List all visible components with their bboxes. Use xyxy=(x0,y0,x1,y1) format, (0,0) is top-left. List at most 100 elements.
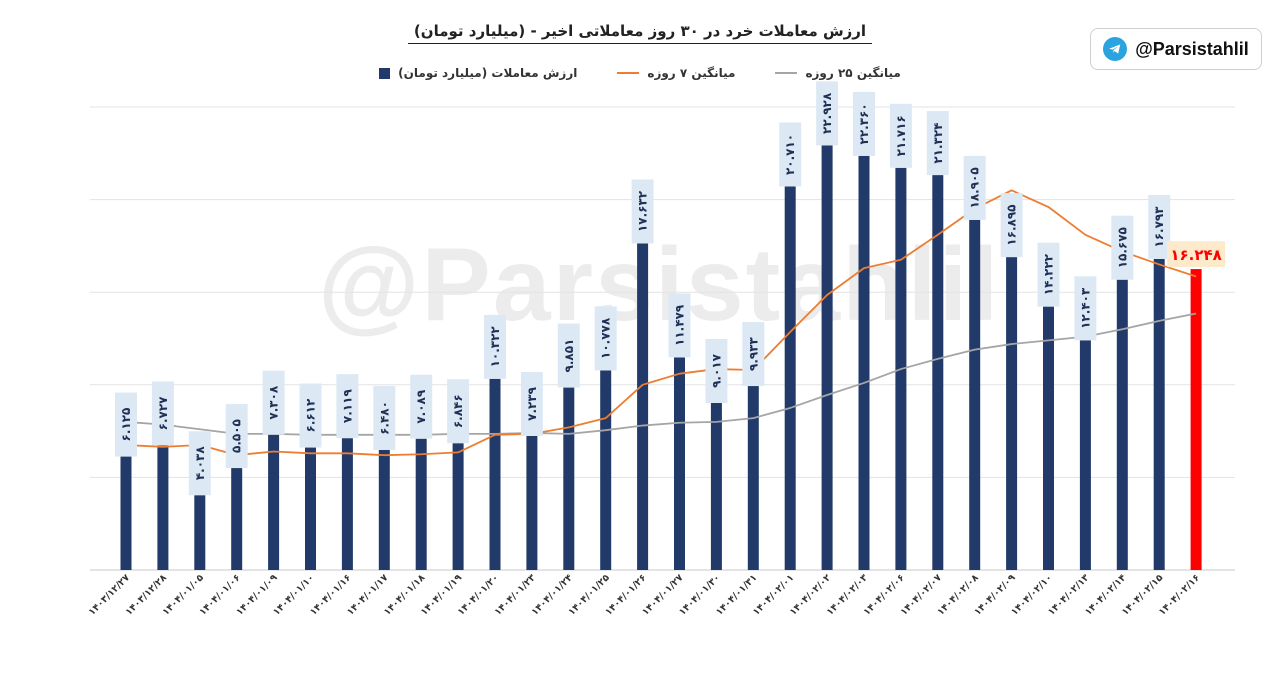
series-line-avg25 xyxy=(125,312,1197,436)
data-label-bg xyxy=(705,339,728,404)
data-label-bg xyxy=(1000,193,1023,258)
data-label-bg xyxy=(926,111,949,176)
data-label: ۱۰.۷۷۸ xyxy=(599,317,613,359)
bar xyxy=(600,370,612,570)
bar xyxy=(563,387,575,570)
bar xyxy=(305,447,316,570)
data-label: ۱۶.۸۹۵ xyxy=(1005,205,1019,246)
data-label-bg xyxy=(779,122,802,187)
data-label-bg xyxy=(115,392,137,457)
bar xyxy=(1043,306,1054,570)
data-label: ۲۲.۹۲۸ xyxy=(820,92,834,134)
bar xyxy=(452,443,464,570)
bar xyxy=(1006,257,1018,570)
bar xyxy=(821,145,833,570)
data-label: ۶.۶۱۲ xyxy=(304,398,318,433)
bar xyxy=(415,438,427,570)
data-label: ۴.۰۳۸ xyxy=(193,446,207,481)
bar xyxy=(969,219,981,570)
bar xyxy=(674,357,685,570)
data-label: ۹.۹۳۳ xyxy=(746,336,760,371)
legend-item-value: ارزش معاملات (میلیارد تومان) xyxy=(379,66,577,80)
data-label-bg xyxy=(299,383,322,448)
legend-label-value: ارزش معاملات (میلیارد تومان) xyxy=(398,66,578,80)
telegram-handle-badge[interactable]: @Parsistahlil xyxy=(1090,28,1262,70)
bar xyxy=(784,186,796,570)
data-label-bg xyxy=(557,323,580,388)
bar xyxy=(1116,279,1128,570)
data-label: ۱۶.۷۹۳ xyxy=(1152,206,1166,248)
data-label-bg xyxy=(631,179,654,244)
legend-swatch-avg7 xyxy=(617,72,640,74)
data-label: ۶.۸۴۶ xyxy=(451,394,465,428)
data-label: ۱۸.۹۰۵ xyxy=(968,167,982,208)
data-label: ۱۱.۴۷۹ xyxy=(673,304,687,346)
data-label-bg xyxy=(889,103,912,168)
bar xyxy=(858,155,870,570)
bar xyxy=(1079,340,1091,570)
data-label: ۲۱.۳۲۴ xyxy=(931,122,945,163)
data-label-bg xyxy=(520,371,543,436)
data-label-bg xyxy=(373,385,396,450)
data-label-bg xyxy=(225,404,248,469)
legend-swatch-avg25 xyxy=(775,72,798,74)
watermark: @Parsistahlil xyxy=(318,227,1001,343)
bar xyxy=(157,445,169,570)
bar xyxy=(932,175,944,570)
data-label: ۱۷.۶۳۲ xyxy=(636,190,650,232)
data-label-bg xyxy=(853,91,875,156)
legend-item-avg7: میانگین ۷ روزه xyxy=(617,66,735,80)
chart-title: ارزش معاملات خرد در ۳۰ روز معاملاتی اخیر… xyxy=(0,22,1280,44)
data-label: ۱۵.۶۷۵ xyxy=(1115,227,1129,268)
telegram-handle-text: @Parsistahlil xyxy=(1135,38,1249,59)
data-label-bg xyxy=(1148,194,1171,259)
bar xyxy=(194,495,206,570)
legend: ارزش معاملات (میلیارد تومان) میانگین ۷ ر… xyxy=(0,66,1280,80)
data-label: ۱۲.۴۰۳ xyxy=(1078,287,1092,329)
data-label: ۷.۳۰۸ xyxy=(267,385,281,420)
series-line-avg7 xyxy=(125,189,1197,457)
data-label-bg xyxy=(1167,241,1226,268)
data-label: ۵.۵۰۵ xyxy=(230,419,244,453)
data-label: ۱۴.۲۲۲ xyxy=(1042,253,1056,295)
bar xyxy=(268,434,280,570)
bar xyxy=(378,449,390,570)
data-label-bg xyxy=(336,374,359,439)
bar xyxy=(120,456,132,570)
data-label: ۶.۱۲۵ xyxy=(119,408,133,442)
data-label: ۹.۰۱۷ xyxy=(709,353,723,388)
bar xyxy=(526,435,538,570)
legend-label-avg7: میانگین ۷ روزه xyxy=(647,66,736,80)
bar xyxy=(341,438,353,570)
data-label-bg xyxy=(410,374,433,439)
data-label-bg xyxy=(816,81,839,146)
data-label: ۷.۰۸۹ xyxy=(414,389,428,424)
data-label: ۶.۴۸۰ xyxy=(377,401,391,435)
bar xyxy=(1153,258,1165,570)
bar xyxy=(637,243,649,570)
data-label-bg xyxy=(594,306,617,371)
bar xyxy=(1190,269,1202,570)
data-label: ۲۲.۳۶۰ xyxy=(857,103,871,144)
legend-swatch-value xyxy=(379,67,391,79)
data-label-bg xyxy=(668,293,691,358)
data-label: ۲۱.۷۱۶ xyxy=(894,115,908,156)
data-label-bg xyxy=(484,314,506,379)
data-label: ۱۶.۲۴۸ xyxy=(1170,246,1221,264)
data-label: ۲۰.۷۱۰ xyxy=(783,134,797,175)
data-label-bg xyxy=(447,379,470,444)
legend-item-avg25: میانگین ۲۵ روزه xyxy=(775,66,901,80)
telegram-icon xyxy=(1103,37,1128,61)
data-label-bg xyxy=(262,370,285,435)
data-label-bg xyxy=(188,431,211,496)
legend-label-avg25: میانگین ۲۵ روزه xyxy=(805,66,901,80)
data-label-bg xyxy=(1037,242,1060,307)
data-label: ۶.۷۲۷ xyxy=(156,396,170,431)
data-label: ۷.۱۱۹ xyxy=(340,389,354,424)
bar xyxy=(747,386,759,570)
data-label-bg xyxy=(151,381,174,446)
data-label: ۷.۲۳۹ xyxy=(525,386,539,421)
bar xyxy=(710,403,722,570)
data-label-bg xyxy=(742,322,765,387)
bar xyxy=(489,378,501,570)
